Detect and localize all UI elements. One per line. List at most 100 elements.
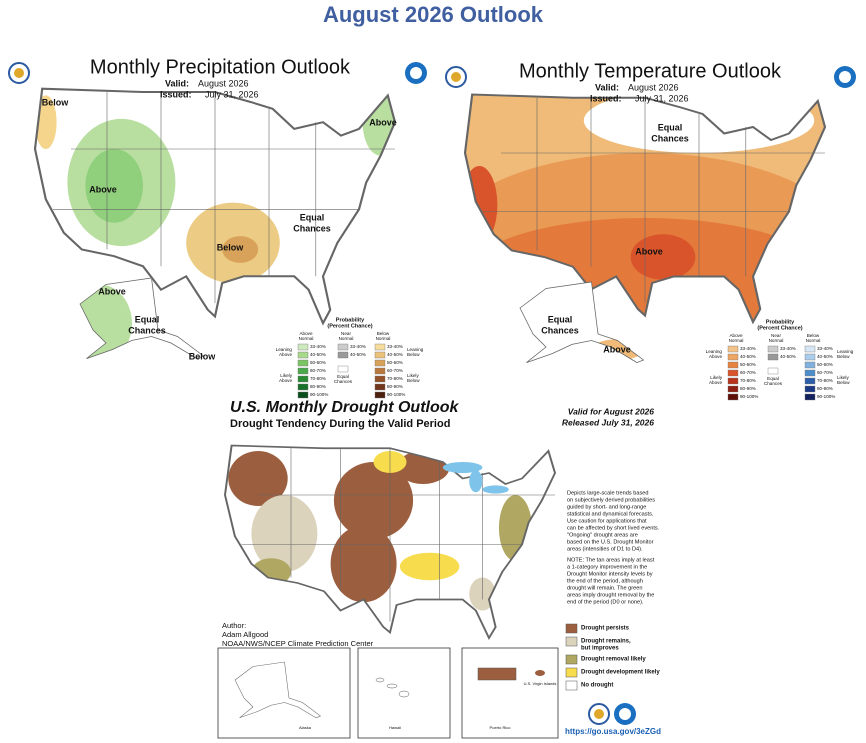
legend-swatch: [374, 391, 386, 399]
lake: [482, 485, 509, 494]
legend-range: 40-50%: [817, 354, 833, 359]
lake: [442, 462, 483, 473]
legend-swatch: [565, 636, 578, 647]
legend-side: Likely: [407, 373, 419, 378]
legend-side: Likely: [837, 375, 849, 380]
island: [477, 667, 517, 681]
legend-range: 60-70%: [817, 370, 833, 375]
legend-swatch: [337, 351, 349, 359]
drought-title: U.S. Monthly Drought Outlook: [230, 399, 460, 416]
logo: [588, 703, 610, 725]
drought-note: NOTE: The tan areas imply at least: [567, 557, 655, 563]
drought-note: Drought Monitor intensity levels by: [567, 571, 653, 577]
legend-swatch: [374, 343, 386, 351]
legend-swatch: [727, 385, 739, 393]
us-map: [463, 92, 827, 324]
map-label: Above: [369, 117, 397, 127]
legend-side: Likely: [710, 375, 722, 380]
legend-swatch: [804, 369, 816, 377]
legend-column: Above: [729, 333, 742, 338]
legend-side: Above: [709, 380, 722, 385]
legend-swatch: [297, 351, 309, 359]
legend-equal: Equal: [337, 374, 349, 379]
map-label: Above: [98, 286, 126, 296]
drought-note: drought will remain. The green: [567, 585, 642, 591]
map-label: Chances: [293, 223, 331, 233]
legend-swatch: [565, 654, 578, 665]
inset-frame: [461, 647, 559, 739]
author-label: Author:: [222, 621, 246, 630]
legend-swatch: [767, 345, 779, 353]
drought-description: based on the U.S. Drought Monitor: [567, 539, 654, 545]
legend-side: Likely: [280, 373, 292, 378]
legend-side: Below: [407, 352, 420, 357]
drought-subtitle: Drought Tendency During the Valid Period: [230, 418, 450, 430]
drought-note: end of the period (D0 or none).: [567, 599, 644, 605]
shade-area: [222, 236, 259, 263]
map-label: Below: [42, 97, 70, 107]
legend-column: Normal: [299, 336, 314, 341]
legend-swatch: [804, 385, 816, 393]
legend-range: 40-50%: [780, 354, 796, 359]
legend-swatch: [767, 367, 779, 375]
map-label: Above: [89, 184, 117, 194]
legend-range: 70-80%: [387, 376, 403, 381]
shade-area: [85, 149, 143, 223]
legend-label: but improves: [581, 646, 619, 652]
legend-side: Leaning: [276, 347, 293, 352]
drought-note: areas imply drought removal by the: [567, 592, 654, 598]
legend-swatch: [374, 367, 386, 375]
legend-column: Normal: [729, 338, 744, 343]
legend-heading: Probability: [336, 317, 365, 323]
drought-description: guided by short- and long-range: [567, 504, 646, 510]
legend-range: 33-40%: [740, 346, 756, 351]
drought-valid: Valid for August 2026: [568, 406, 655, 416]
legend-range: 60-70%: [310, 368, 326, 373]
legend-swatch: [804, 377, 816, 385]
legend-label: Drought persists: [581, 626, 630, 632]
logo: [405, 62, 427, 84]
legend-swatch: [565, 667, 578, 678]
author: Adam Allgood: [222, 630, 268, 639]
legend-swatch: [565, 680, 578, 691]
legend-range: 40-50%: [387, 352, 403, 357]
us-map: [223, 443, 557, 640]
legend-range: 90-100%: [740, 394, 758, 399]
logo: [614, 703, 636, 725]
island: [398, 690, 410, 698]
legend-swatch: [804, 361, 816, 369]
legend-range: 60-70%: [740, 370, 756, 375]
legend-range: 33-40%: [780, 346, 796, 351]
legend-swatch: [374, 359, 386, 367]
legend-range: 50-60%: [740, 362, 756, 367]
map-title: Monthly Temperature Outlook: [519, 60, 782, 82]
legend-heading: Probability: [766, 319, 795, 325]
legend-label: Drought removal likely: [581, 657, 646, 663]
valid-label: Valid:: [165, 78, 189, 88]
legend-column: Below: [377, 331, 390, 336]
drought-note: a 1-category improvement in the: [567, 564, 647, 570]
legend-swatch: [374, 383, 386, 391]
legend-range: 70-80%: [817, 378, 833, 383]
issued-label: Issued:: [590, 93, 622, 103]
inset-label: Hawaii: [389, 725, 401, 730]
shade-area: [228, 451, 288, 506]
legend-swatch: [804, 345, 816, 353]
map-label: Chances: [651, 133, 689, 143]
legend-column: Normal: [769, 338, 784, 343]
legend-swatch: [727, 361, 739, 369]
legend-swatch: [767, 353, 779, 361]
legend-side: Below: [837, 354, 850, 359]
legend-range: 90-100%: [310, 392, 328, 397]
map-label: Equal: [135, 314, 160, 324]
legend-range: 80-90%: [817, 386, 833, 391]
legend-side: Above: [709, 354, 722, 359]
legend-column: Near: [771, 333, 781, 338]
drought-description: statistical and dynamical forecasts.: [567, 511, 654, 517]
island: [375, 677, 385, 683]
link[interactable]: https://go.usa.gov/3eZGd: [565, 727, 661, 736]
drought-description: Depicts large-scale trends based: [567, 490, 648, 496]
legend-range: 90-100%: [387, 392, 405, 397]
map-label: Above: [635, 246, 663, 256]
